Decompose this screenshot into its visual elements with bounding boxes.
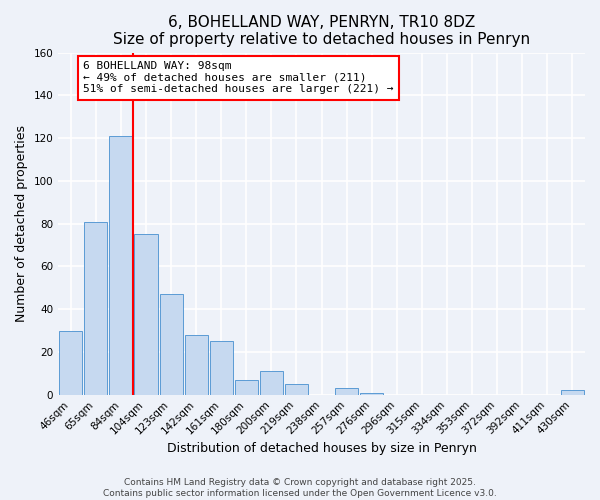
Title: 6, BOHELLAND WAY, PENRYN, TR10 8DZ
Size of property relative to detached houses : 6, BOHELLAND WAY, PENRYN, TR10 8DZ Size … bbox=[113, 15, 530, 48]
Bar bbox=[335, 388, 358, 394]
Bar bbox=[235, 380, 258, 394]
Bar bbox=[285, 384, 308, 394]
Text: Contains HM Land Registry data © Crown copyright and database right 2025.
Contai: Contains HM Land Registry data © Crown c… bbox=[103, 478, 497, 498]
Bar bbox=[160, 294, 182, 394]
Y-axis label: Number of detached properties: Number of detached properties bbox=[15, 125, 28, 322]
Text: 6 BOHELLAND WAY: 98sqm
← 49% of detached houses are smaller (211)
51% of semi-de: 6 BOHELLAND WAY: 98sqm ← 49% of detached… bbox=[83, 62, 394, 94]
Bar bbox=[84, 222, 107, 394]
Bar bbox=[360, 392, 383, 394]
Bar bbox=[59, 330, 82, 394]
Bar bbox=[134, 234, 158, 394]
Bar bbox=[561, 390, 584, 394]
Bar bbox=[185, 335, 208, 394]
Bar bbox=[260, 371, 283, 394]
X-axis label: Distribution of detached houses by size in Penryn: Distribution of detached houses by size … bbox=[167, 442, 476, 455]
Bar bbox=[109, 136, 133, 394]
Bar bbox=[209, 342, 233, 394]
